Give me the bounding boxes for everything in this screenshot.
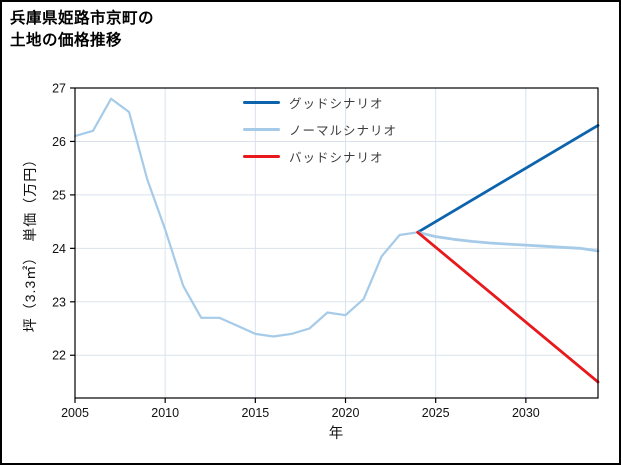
legend-label-bad: バッドシナリオ — [289, 151, 384, 165]
x-tick-label: 2020 — [332, 406, 360, 420]
series-line-history — [73, 97, 419, 338]
legend-line-normal-icon — [243, 128, 280, 131]
y-tick-label: 26 — [52, 135, 66, 149]
chart-title-line1: 兵庫県姫路市京町の — [10, 10, 155, 27]
chart-title: 兵庫県姫路市京町の 土地の価格推移 — [10, 8, 154, 52]
x-axis-label: 年 — [328, 426, 344, 442]
plot-border — [74, 87, 599, 399]
series-line-bad — [416, 230, 600, 384]
chart-title-line2: 土地の価格推移 — [10, 32, 123, 49]
y-tick-label: 25 — [52, 188, 66, 202]
x-tick-label: 2025 — [422, 406, 450, 420]
x-tick-label: 2005 — [61, 406, 89, 420]
legend-item-normal: ノーマルシナリオ — [243, 116, 397, 143]
legend-line-good-icon — [243, 101, 280, 104]
legend-item-bad: バッドシナリオ — [243, 143, 397, 170]
x-tick-label: 2010 — [151, 406, 179, 420]
y-tick-label: 27 — [52, 82, 66, 96]
x-tick-label: 2030 — [512, 406, 540, 420]
y-tick-label: 24 — [52, 242, 66, 256]
y-axis-label: 坪（3.3㎡） 単価（万円） — [22, 151, 38, 333]
y-tick-label: 23 — [52, 295, 66, 309]
legend: グッドシナリオ ノーマルシナリオ バッドシナリオ — [243, 89, 397, 170]
y-tick-label: 22 — [52, 349, 66, 363]
legend-label-normal: ノーマルシナリオ — [289, 124, 398, 138]
legend-line-bad-icon — [243, 155, 280, 158]
x-tick-label: 2015 — [241, 406, 269, 420]
series-line-good — [416, 124, 600, 234]
series-line-normal — [416, 230, 600, 253]
legend-item-good: グッドシナリオ — [243, 89, 397, 116]
legend-label-good: グッドシナリオ — [289, 97, 384, 111]
